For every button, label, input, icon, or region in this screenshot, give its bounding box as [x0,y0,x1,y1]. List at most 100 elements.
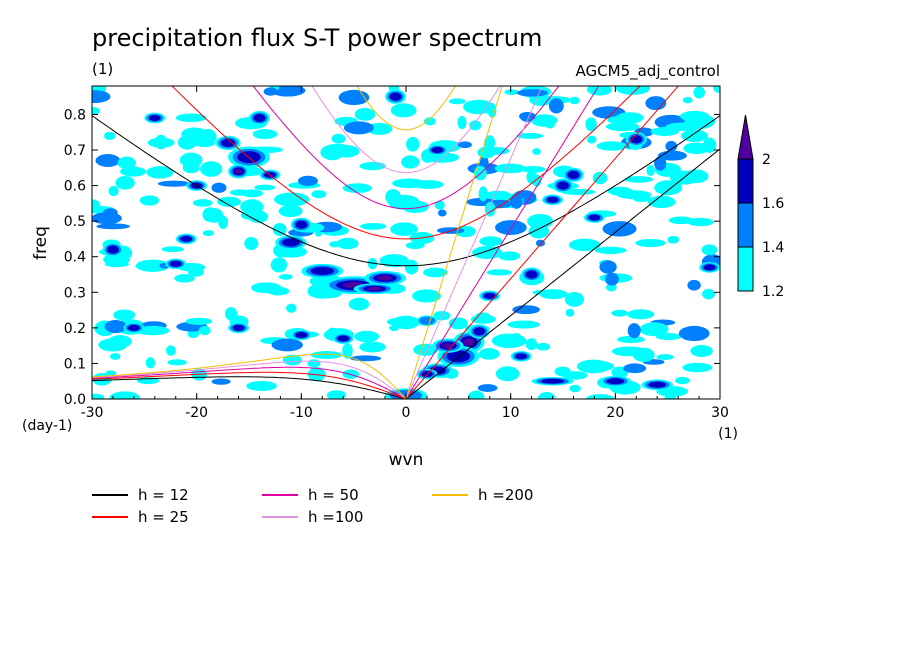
spectrum-speckle [592,171,608,185]
rossby-wave-curve [92,360,407,399]
spectrum-speckle [175,113,207,123]
spectrum-peak [525,270,538,279]
spectrum-speckle [607,186,633,196]
spectrum-speckle [198,325,211,336]
spectrum-speckle [404,259,419,275]
spectrum-speckle [413,343,438,356]
spectrum-speckle [109,391,141,399]
spectrum-speckle [615,86,651,95]
spectrum-speckle [167,359,187,366]
y-tick-label: 0.8 [64,107,86,123]
kelvin-wave-curve [405,86,600,399]
spectrum-speckle [278,273,293,280]
spectrum-speckle [702,288,715,300]
spectrum-speckle [211,378,231,385]
spectrum-speckle [311,190,327,199]
spectrum-speckle [679,110,710,122]
spectrum-speckle [605,283,617,292]
spectrum-speckle [298,175,318,187]
kelvin-wave-curve [405,86,543,399]
spectrum-speckle [532,289,565,296]
spectrum-speckle [624,176,654,183]
spectrum-speckle [594,246,627,254]
spectrum-speckle [596,141,628,151]
colorbar-label: 1.6 [762,196,784,212]
spectrum-speckle [379,254,409,268]
inertia-gravity-wave-curve [311,86,501,174]
legend-label: h = 25 [138,508,189,526]
spectrum-speckle [702,137,717,153]
spectrum-speckle [580,360,615,372]
spectrum-speckle [109,353,121,360]
spectrum-speckle [701,244,718,256]
spectrum-speckle [458,141,472,149]
spectrum-speckle [157,180,191,187]
spectrum-speckle [627,309,655,320]
spectrum-speckle [146,166,174,179]
spectrum-peak [282,238,300,247]
spectrum-peak [703,264,716,271]
spectrum-speckle [307,359,321,368]
spectrum-peak [148,115,161,121]
spectrum-speckle [95,154,121,167]
kelvin-wave-curve [405,148,720,399]
spectrum-speckle [674,376,690,385]
spectrum-speckle [562,371,588,380]
spectrum-speckle [599,260,617,274]
spectrum-speckle [693,86,705,99]
spectrum-speckle [423,117,436,126]
spectrum-speckle [537,391,556,399]
chart-subtitle-right: AGCM5_adj_control [576,62,720,81]
spectrum-speckle [647,195,676,209]
spectrum-speckle [329,241,341,248]
spectrum-speckle [272,223,287,236]
spectrum-peak [253,114,266,122]
spectrum-speckle [401,155,420,169]
spectrum-peak [295,220,308,229]
spectrum-speckle [627,323,641,339]
spectrum-speckle [92,106,101,115]
spectrum-speckle [587,86,612,96]
spectrum-peak [540,378,565,384]
spectrum-field [92,86,720,399]
spectrum-peak [295,331,308,338]
spectrum-speckle [682,362,713,373]
spectrum-speckle [665,140,678,152]
spectrum-speckle [336,237,359,250]
spectrum-speckle [104,261,129,268]
spectrum-speckle [270,257,288,273]
spectrum-speckle [479,146,510,155]
spectrum-peak [483,292,496,299]
rossby-wave-curve [92,366,407,399]
spectrum-speckle [434,200,445,210]
spectrum-speckle [713,86,720,94]
spectrum-speckle [145,357,156,369]
spectrum-peak [421,371,433,378]
y-axis-title: freq [31,226,51,260]
spectrum-speckle [569,96,580,105]
spectrum-speckle [568,238,601,252]
spectrum-speckle [211,182,227,193]
spectrum-peak [431,147,444,154]
spectrum-peak [232,324,245,331]
spectrum-peak [389,92,402,101]
spectrum-speckle [310,351,343,359]
spectrum-speckle [92,393,105,399]
spectrum-speckle [468,390,485,399]
spectrum-speckle [244,237,259,251]
spectrum-peak [546,196,559,203]
spectrum-speckle [520,166,546,173]
spectrum-speckle [475,312,491,321]
chart-subtitle-left: (1) [92,60,113,78]
spectrum-speckle [682,96,693,104]
legend-label: h =200 [478,486,533,504]
spectrum-speckle [530,114,558,127]
rossby-wave-curve [92,353,407,399]
spectrum-speckle [342,343,353,359]
spectrum-speckle [174,274,195,283]
spectrum-peak [107,245,119,254]
spectrum-speckle [342,183,373,193]
kelvin-wave-curve [405,86,503,399]
spectrum-speckle [526,170,537,184]
spectrum-speckle [472,246,503,260]
